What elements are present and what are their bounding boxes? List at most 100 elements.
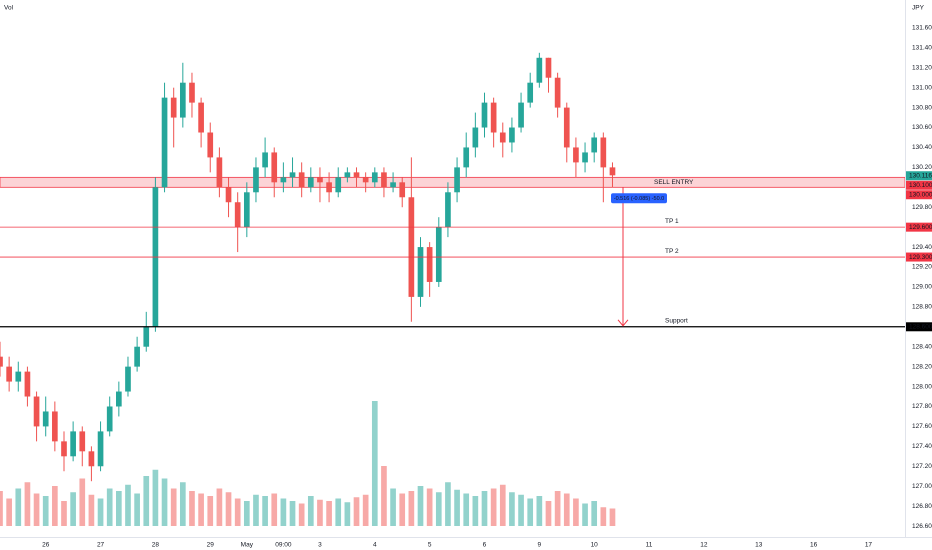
x-tick-label: 26	[42, 542, 50, 549]
y-tick-label: 127.400	[912, 443, 932, 450]
volume-bar	[371, 401, 378, 526]
price-tag	[906, 180, 932, 190]
candle-body	[189, 82, 195, 103]
plot-area	[0, 52, 906, 526]
volume-bar	[198, 493, 204, 526]
volume-bar	[454, 489, 460, 526]
pane-label: Vol	[4, 5, 14, 12]
candle-body	[582, 152, 588, 163]
y-tick-label: 129.800	[912, 204, 932, 211]
candle-body	[490, 102, 497, 133]
candle-body	[253, 167, 259, 193]
price-tag-label: 130.116	[909, 172, 932, 179]
volume-bar	[207, 496, 214, 526]
sell-entry-zone	[0, 176, 906, 188]
candle-body	[344, 172, 351, 178]
x-tick-label: 11	[646, 542, 653, 549]
volume-bar	[0, 491, 3, 526]
y-tick-label: 130.200	[912, 164, 932, 171]
candle-body	[170, 97, 177, 118]
level-label: TP 2	[665, 248, 679, 255]
candle-body	[417, 247, 424, 297]
volume-bar	[499, 484, 506, 526]
candle-body	[390, 182, 396, 188]
candle-body	[353, 172, 360, 178]
volume-bar	[426, 488, 433, 526]
candle-body	[298, 172, 305, 188]
candle-body	[216, 157, 223, 188]
volume-bar	[125, 484, 131, 526]
candle-body	[454, 167, 460, 193]
candle-body	[289, 172, 296, 178]
volume-bar	[116, 491, 122, 526]
candle-body	[280, 177, 287, 183]
volume-bar	[317, 499, 323, 526]
volume-bar	[280, 498, 287, 526]
candle-body	[262, 152, 268, 168]
measure-box	[611, 193, 667, 204]
y-tick-label: 127.600	[912, 423, 932, 430]
volume-bar	[490, 488, 497, 526]
y-tick-label: 127.800	[912, 403, 932, 410]
candle-body	[435, 227, 442, 282]
volume-bar	[381, 466, 387, 526]
y-tick-label: 131.600	[912, 25, 932, 32]
price-tag-label: 130.000	[909, 191, 932, 198]
volume-bar	[262, 496, 268, 526]
volume-bar	[335, 498, 342, 526]
y-tick-label: 131.400	[912, 45, 932, 52]
volume-bar	[463, 493, 470, 526]
candle-body	[79, 431, 86, 452]
candle-body	[399, 182, 406, 198]
x-tick-label: 9	[538, 542, 542, 549]
volume-bar	[52, 486, 58, 526]
x-tick-label: 27	[97, 542, 105, 549]
volume-bar	[509, 492, 515, 526]
volume-bar	[6, 498, 12, 526]
volume-bar	[362, 494, 369, 526]
y-tick-label: 131.000	[912, 84, 932, 91]
candle-body	[609, 167, 616, 176]
candle-body	[70, 431, 76, 457]
y-tick-label: 126.600	[912, 523, 932, 530]
x-tick-label: 10	[591, 542, 599, 549]
candle-body	[545, 57, 552, 78]
volume-bar	[609, 508, 616, 526]
y-tick-label: 131.200	[912, 64, 932, 71]
price-tag-label: 128.600	[909, 324, 932, 331]
volume-bar	[152, 469, 159, 526]
candle-body	[591, 137, 598, 153]
candle-body	[362, 177, 369, 183]
candle-body	[6, 366, 12, 382]
volume-bar	[61, 501, 67, 526]
candle-body	[527, 82, 534, 103]
candle-body	[234, 202, 241, 228]
candle-body	[499, 132, 506, 143]
price-tag	[906, 190, 932, 200]
volume-bar	[15, 488, 22, 526]
volume-bar	[518, 494, 524, 526]
x-tick-label: 12	[700, 542, 708, 549]
candle-body	[481, 102, 488, 128]
volume-bar	[253, 494, 259, 526]
candle-body	[143, 326, 150, 347]
candle-body	[536, 57, 543, 83]
candle-body	[426, 247, 433, 282]
price-tag	[906, 322, 932, 332]
volume-bar	[307, 496, 314, 526]
volume-bar	[600, 507, 607, 526]
price-tag-label: 129.600	[909, 224, 932, 231]
candle-body	[381, 172, 387, 188]
volume-bar	[563, 493, 570, 526]
candle-body	[0, 356, 3, 367]
candle-body	[225, 187, 232, 203]
candle-body	[88, 451, 95, 467]
candle-body	[326, 182, 332, 193]
volume-bar	[289, 501, 296, 526]
candle-body	[563, 107, 570, 148]
x-tick-label: 13	[755, 542, 763, 549]
y-tick-label: 128.000	[912, 383, 932, 390]
x-tick-label: 29	[207, 542, 215, 549]
volume-bar	[472, 496, 479, 526]
